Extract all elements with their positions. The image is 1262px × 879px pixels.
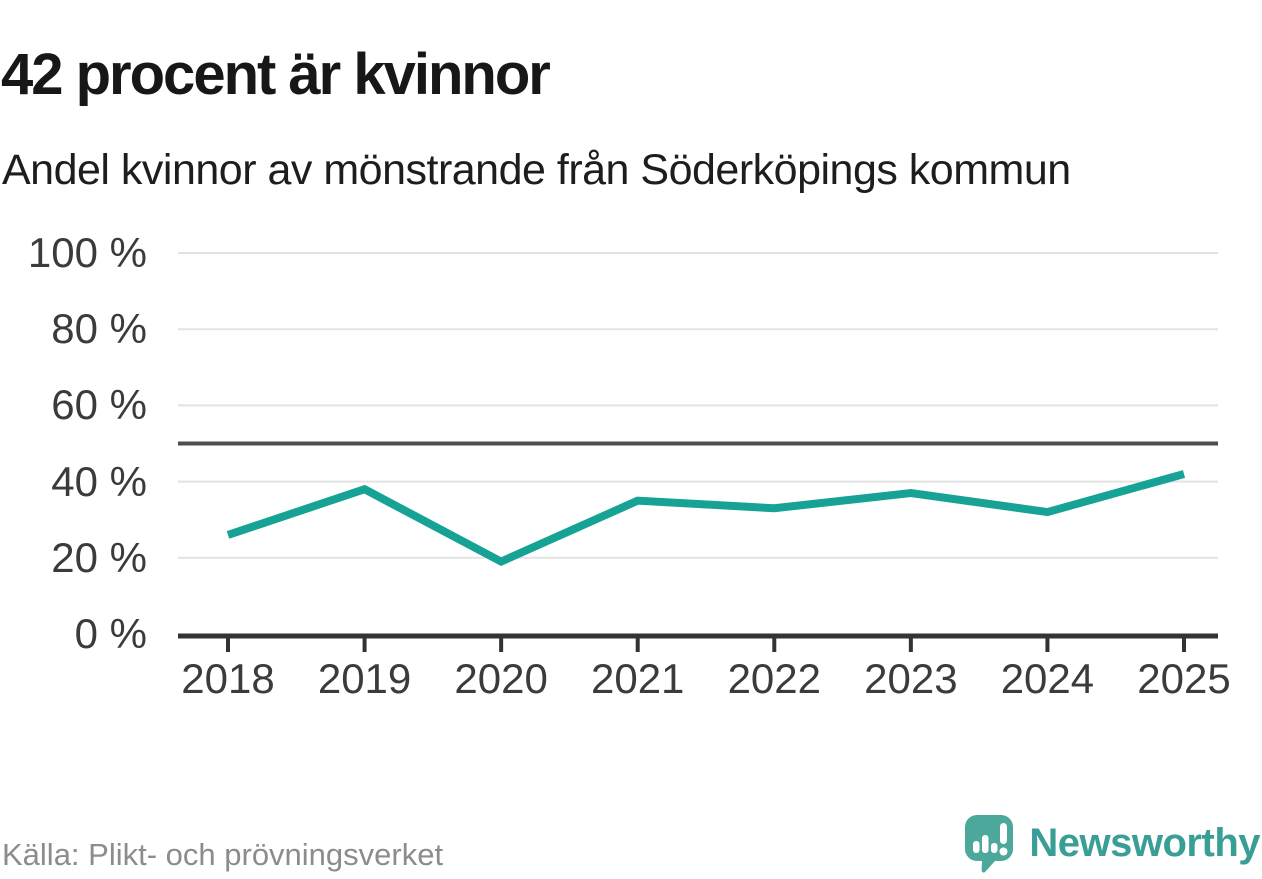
y-axis-label: 60 % xyxy=(51,381,147,429)
y-axis-label: 80 % xyxy=(51,305,147,353)
y-axis-label: 40 % xyxy=(51,457,147,505)
data-line-andel-kvinnor xyxy=(226,470,1186,567)
bar-chart-exclamation-bubble-icon xyxy=(965,815,1014,873)
x-axis-label: 2023 xyxy=(864,655,958,702)
chart-subtitle: Andel kvinnor av mönstrande från Söderkö… xyxy=(2,146,1071,194)
x-axis-label: 2018 xyxy=(181,655,275,702)
x-axis-label: 2024 xyxy=(1000,655,1095,702)
x-axis-label: 2019 xyxy=(317,655,412,702)
y-axis-label: 20 % xyxy=(51,533,147,581)
newsworthy-branding: Newsworthy xyxy=(961,813,1260,873)
x-axis-label: 2025 xyxy=(1137,655,1231,702)
brand-name: Newsworthy xyxy=(1029,821,1260,865)
chart-title: 42 procent är kvinnor xyxy=(1,41,551,107)
x-axis-label: 2021 xyxy=(590,655,685,702)
x-axis-label: 2022 xyxy=(727,655,821,702)
x-axis-label: 2020 xyxy=(454,655,548,702)
y-axis-label: 0 % xyxy=(74,610,147,657)
y-axis-label: 100 % xyxy=(27,229,147,276)
source-caption: Källa: Plikt- och prövningsverket xyxy=(2,836,444,872)
